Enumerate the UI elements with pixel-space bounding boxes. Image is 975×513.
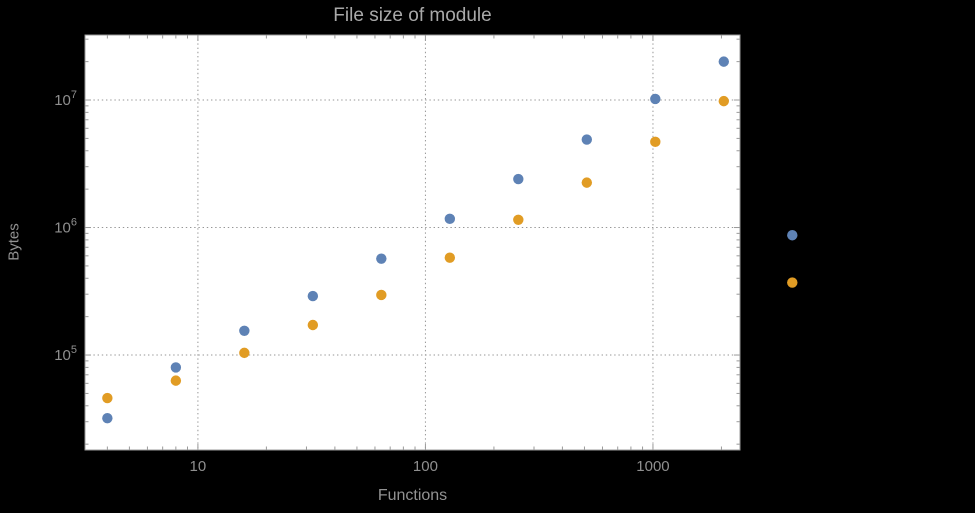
- x-tick-label: 10: [190, 458, 207, 475]
- data-point-series-1: [718, 56, 729, 67]
- data-point-series-1: [581, 134, 593, 145]
- y-tick-label: 107: [54, 89, 77, 109]
- y-tick-label: 105: [54, 344, 77, 364]
- data-point-series-2: [376, 289, 387, 301]
- data-point-series-1: [444, 213, 456, 225]
- data-point-series-2: [170, 375, 182, 386]
- data-point-series-1: [170, 362, 182, 373]
- data-point-series-1: [102, 412, 113, 424]
- data-point-series-2: [513, 214, 524, 225]
- data-point-series-2: [787, 277, 798, 288]
- data-point-series-2: [444, 252, 456, 263]
- y-axis-label: Bytes: [5, 223, 23, 261]
- plot-title: File size of module: [333, 5, 492, 26]
- data-point-series-2: [581, 177, 593, 188]
- data-point-series-2: [650, 136, 661, 148]
- data-point-series-1: [307, 290, 319, 302]
- data-point-series-1: [239, 325, 250, 336]
- x-tick-label: 100: [413, 458, 438, 475]
- data-point-series-2: [239, 347, 250, 359]
- data-point-series-1: [787, 230, 798, 241]
- plot-frame: [84, 34, 741, 451]
- data-point-series-2: [102, 392, 113, 404]
- plot-area: [85, 35, 740, 450]
- data-point-series-2: [718, 95, 729, 107]
- y-tick-label: 106: [54, 217, 77, 237]
- data-point-series-1: [650, 93, 661, 105]
- data-point-series-1: [376, 253, 387, 264]
- data-point-series-2: [307, 319, 319, 331]
- data-point-series-1: [513, 173, 524, 185]
- x-tick-label: 1000: [636, 458, 669, 475]
- x-axis-label: Functions: [377, 487, 448, 504]
